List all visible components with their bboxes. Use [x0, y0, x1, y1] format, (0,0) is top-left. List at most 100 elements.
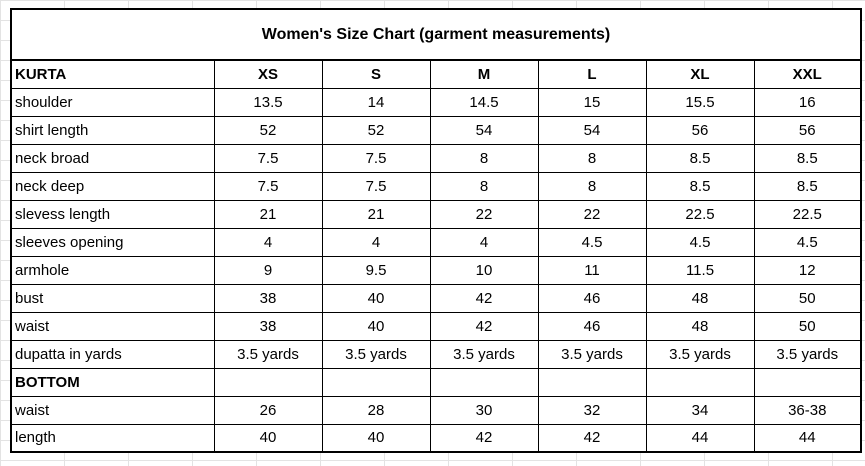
row-label[interactable]: shirt length	[10, 115, 215, 145]
table-cell[interactable]: 10	[429, 255, 539, 285]
table-cell[interactable]: 38	[213, 283, 323, 313]
table-cell[interactable]: 16	[753, 87, 863, 117]
row-label[interactable]: armhole	[10, 255, 215, 285]
empty-cell[interactable]	[753, 367, 863, 397]
table-cell[interactable]: 7.5	[213, 171, 323, 201]
table-cell[interactable]: 14	[321, 87, 431, 117]
table-cell[interactable]: 50	[753, 311, 863, 341]
table-cell[interactable]: 42	[429, 423, 539, 453]
table-cell[interactable]: 42	[537, 423, 647, 453]
size-header-xl[interactable]: XL	[645, 59, 755, 89]
size-header-xxl[interactable]: XXL	[753, 59, 863, 89]
empty-cell[interactable]	[213, 367, 323, 397]
table-cell[interactable]: 3.5 yards	[753, 339, 863, 369]
table-cell[interactable]: 44	[645, 423, 755, 453]
table-cell[interactable]: 15.5	[645, 87, 755, 117]
table-cell[interactable]: 3.5 yards	[321, 339, 431, 369]
table-cell[interactable]: 21	[321, 199, 431, 229]
table-cell[interactable]: 4	[321, 227, 431, 257]
empty-cell[interactable]	[537, 367, 647, 397]
size-header-s[interactable]: S	[321, 59, 431, 89]
empty-cell[interactable]	[645, 367, 755, 397]
table-cell[interactable]: 3.5 yards	[645, 339, 755, 369]
table-cell[interactable]: 8	[537, 171, 647, 201]
empty-cell[interactable]	[429, 367, 539, 397]
table-cell[interactable]: 4.5	[537, 227, 647, 257]
table-cell[interactable]: 42	[429, 311, 539, 341]
table-cell[interactable]: 56	[753, 115, 863, 145]
row-label[interactable]: waist	[10, 395, 215, 425]
table-cell[interactable]: 9.5	[321, 255, 431, 285]
table-cell[interactable]: 13.5	[213, 87, 323, 117]
size-header-xs[interactable]: XS	[213, 59, 323, 89]
empty-cell[interactable]	[321, 367, 431, 397]
row-label[interactable]: neck deep	[10, 171, 215, 201]
table-cell[interactable]: 48	[645, 311, 755, 341]
table-cell[interactable]: 4.5	[753, 227, 863, 257]
table-cell[interactable]: 9	[213, 255, 323, 285]
table-cell[interactable]: 21	[213, 199, 323, 229]
table-cell[interactable]: 12	[753, 255, 863, 285]
table-cell[interactable]: 22	[537, 199, 647, 229]
table-cell[interactable]: 32	[537, 395, 647, 425]
table-cell[interactable]: 4	[429, 227, 539, 257]
row-label[interactable]: length	[10, 423, 215, 453]
table-cell[interactable]: 14.5	[429, 87, 539, 117]
row-label[interactable]: waist	[10, 311, 215, 341]
size-header-m[interactable]: M	[429, 59, 539, 89]
table-cell[interactable]: 22.5	[753, 199, 863, 229]
table-cell[interactable]: 3.5 yards	[213, 339, 323, 369]
table-cell[interactable]: 40	[321, 283, 431, 313]
table-cell[interactable]: 46	[537, 311, 647, 341]
size-header-l[interactable]: L	[537, 59, 647, 89]
table-cell[interactable]: 22.5	[645, 199, 755, 229]
table-cell[interactable]: 3.5 yards	[429, 339, 539, 369]
table-row: waist 38 40 42 46 48 50	[10, 311, 863, 341]
chart-title[interactable]: Women's Size Chart (garment measurements…	[9, 8, 863, 61]
table-cell[interactable]: 7.5	[213, 143, 323, 173]
table-cell[interactable]: 40	[213, 423, 323, 453]
table-cell[interactable]: 8	[429, 171, 539, 201]
table-cell[interactable]: 28	[321, 395, 431, 425]
table-cell[interactable]: 7.5	[321, 171, 431, 201]
table-cell[interactable]: 11	[537, 255, 647, 285]
row-label[interactable]: neck broad	[10, 143, 215, 173]
table-cell[interactable]: 11.5	[645, 255, 755, 285]
row-label[interactable]: shoulder	[10, 87, 215, 117]
table-cell[interactable]: 44	[753, 423, 863, 453]
table-cell[interactable]: 36-38	[753, 395, 863, 425]
bottom-section-label[interactable]: BOTTOM	[10, 367, 215, 397]
table-cell[interactable]: 54	[429, 115, 539, 145]
table-cell[interactable]: 54	[537, 115, 647, 145]
table-cell[interactable]: 40	[321, 423, 431, 453]
row-label[interactable]: sleeves opening	[10, 227, 215, 257]
table-cell[interactable]: 46	[537, 283, 647, 313]
table-cell[interactable]: 8	[537, 143, 647, 173]
table-cell[interactable]: 8.5	[645, 143, 755, 173]
table-cell[interactable]: 34	[645, 395, 755, 425]
table-cell[interactable]: 52	[321, 115, 431, 145]
table-cell[interactable]: 8.5	[753, 143, 863, 173]
table-cell[interactable]: 4	[213, 227, 323, 257]
table-cell[interactable]: 22	[429, 199, 539, 229]
table-cell[interactable]: 56	[645, 115, 755, 145]
table-cell[interactable]: 38	[213, 311, 323, 341]
table-cell[interactable]: 8.5	[645, 171, 755, 201]
table-cell[interactable]: 26	[213, 395, 323, 425]
table-cell[interactable]: 42	[429, 283, 539, 313]
kurta-section-label[interactable]: KURTA	[10, 59, 215, 89]
row-label[interactable]: slevess length	[10, 199, 215, 229]
table-cell[interactable]: 30	[429, 395, 539, 425]
table-cell[interactable]: 40	[321, 311, 431, 341]
table-cell[interactable]: 52	[213, 115, 323, 145]
row-label[interactable]: bust	[10, 283, 215, 313]
row-label[interactable]: dupatta in yards	[10, 339, 215, 369]
table-cell[interactable]: 4.5	[645, 227, 755, 257]
table-cell[interactable]: 15	[537, 87, 647, 117]
table-cell[interactable]: 8.5	[753, 171, 863, 201]
table-cell[interactable]: 7.5	[321, 143, 431, 173]
table-cell[interactable]: 3.5 yards	[537, 339, 647, 369]
table-cell[interactable]: 8	[429, 143, 539, 173]
table-cell[interactable]: 48	[645, 283, 755, 313]
table-cell[interactable]: 50	[753, 283, 863, 313]
